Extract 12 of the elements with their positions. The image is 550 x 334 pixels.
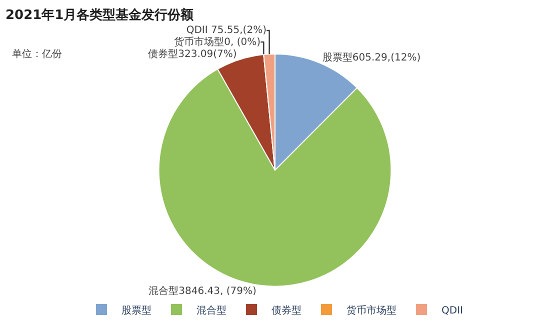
chart-title: 2021年1月各类型基金发行份额 bbox=[6, 7, 195, 24]
data-label: 股票型605.29,(12%) bbox=[322, 52, 421, 64]
data-label: QDII 75.55,(2%) bbox=[186, 24, 267, 36]
data-label: 债券型323.09(7%) bbox=[148, 48, 237, 60]
legend-label: 混合型 bbox=[196, 304, 226, 316]
data-label: 混合型3846.43, (79%) bbox=[148, 285, 256, 298]
text: 货币市场型0, (0%) bbox=[174, 36, 261, 48]
legend-label: QDII bbox=[442, 305, 463, 316]
legend-label: 货币市场型 bbox=[346, 304, 396, 316]
legend-label: 债券型 bbox=[272, 304, 302, 316]
legend-label: 股票型 bbox=[122, 304, 152, 316]
text: 单位：亿份 bbox=[12, 48, 62, 60]
